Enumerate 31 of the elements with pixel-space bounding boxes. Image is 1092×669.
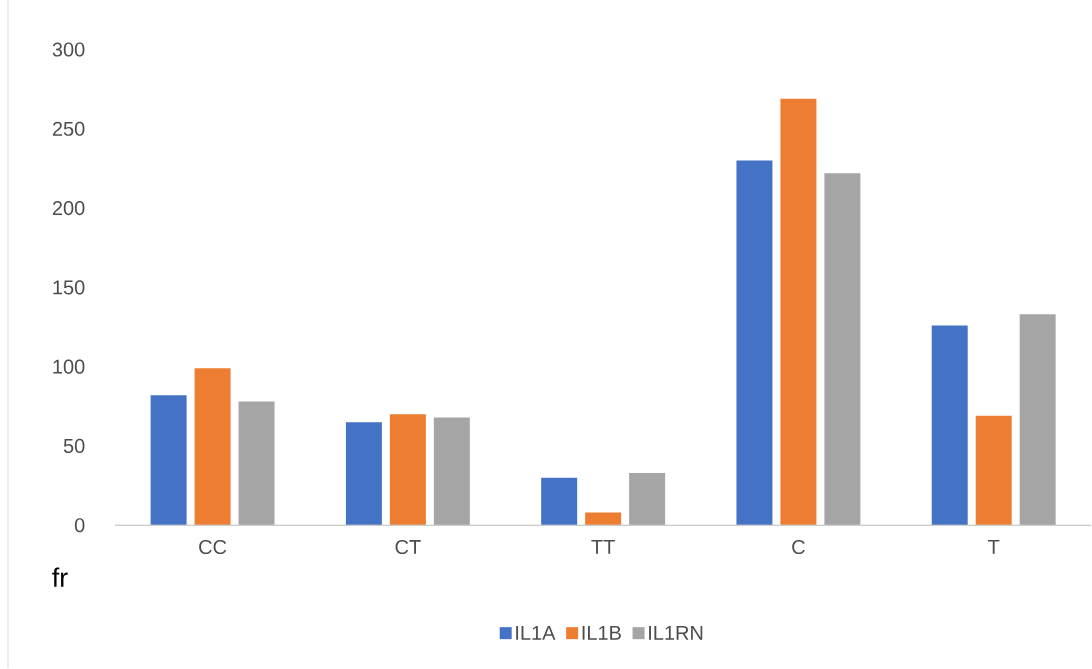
- bar: [150, 395, 187, 526]
- bar: [824, 173, 861, 526]
- y-tick-label: 150: [53, 280, 85, 295]
- bar: [389, 414, 426, 526]
- bar: [931, 325, 968, 526]
- bar: [585, 512, 622, 526]
- bar: [345, 422, 382, 526]
- legend-label: IL1A: [516, 626, 556, 640]
- legend-label: IL1B: [582, 626, 621, 640]
- x-tick-label: TT: [591, 540, 615, 554]
- legend-label: IL1RN: [649, 626, 703, 640]
- y-tick-label: 300: [52, 42, 85, 57]
- x-tick-label: T: [988, 540, 1000, 554]
- y-tick-label: 50: [63, 439, 85, 454]
- y-tick-label: 200: [52, 201, 85, 216]
- bar: [433, 417, 470, 526]
- bar: [975, 415, 1012, 526]
- x-tick-label: CC: [199, 540, 227, 555]
- x-tick-label: C: [792, 540, 805, 555]
- bar: [629, 473, 666, 526]
- bar: [238, 401, 275, 526]
- bar: [736, 160, 773, 526]
- bar: [1019, 314, 1056, 526]
- bar: [541, 477, 578, 526]
- bar: [780, 98, 817, 526]
- y-tick-label: 250: [52, 121, 85, 137]
- bar: [194, 368, 231, 526]
- x-tick-label: CT: [395, 540, 421, 555]
- y-tick-label: 100: [53, 359, 85, 374]
- y-tick-label: 0: [74, 518, 85, 533]
- x-axis-title: fr: [52, 567, 68, 587]
